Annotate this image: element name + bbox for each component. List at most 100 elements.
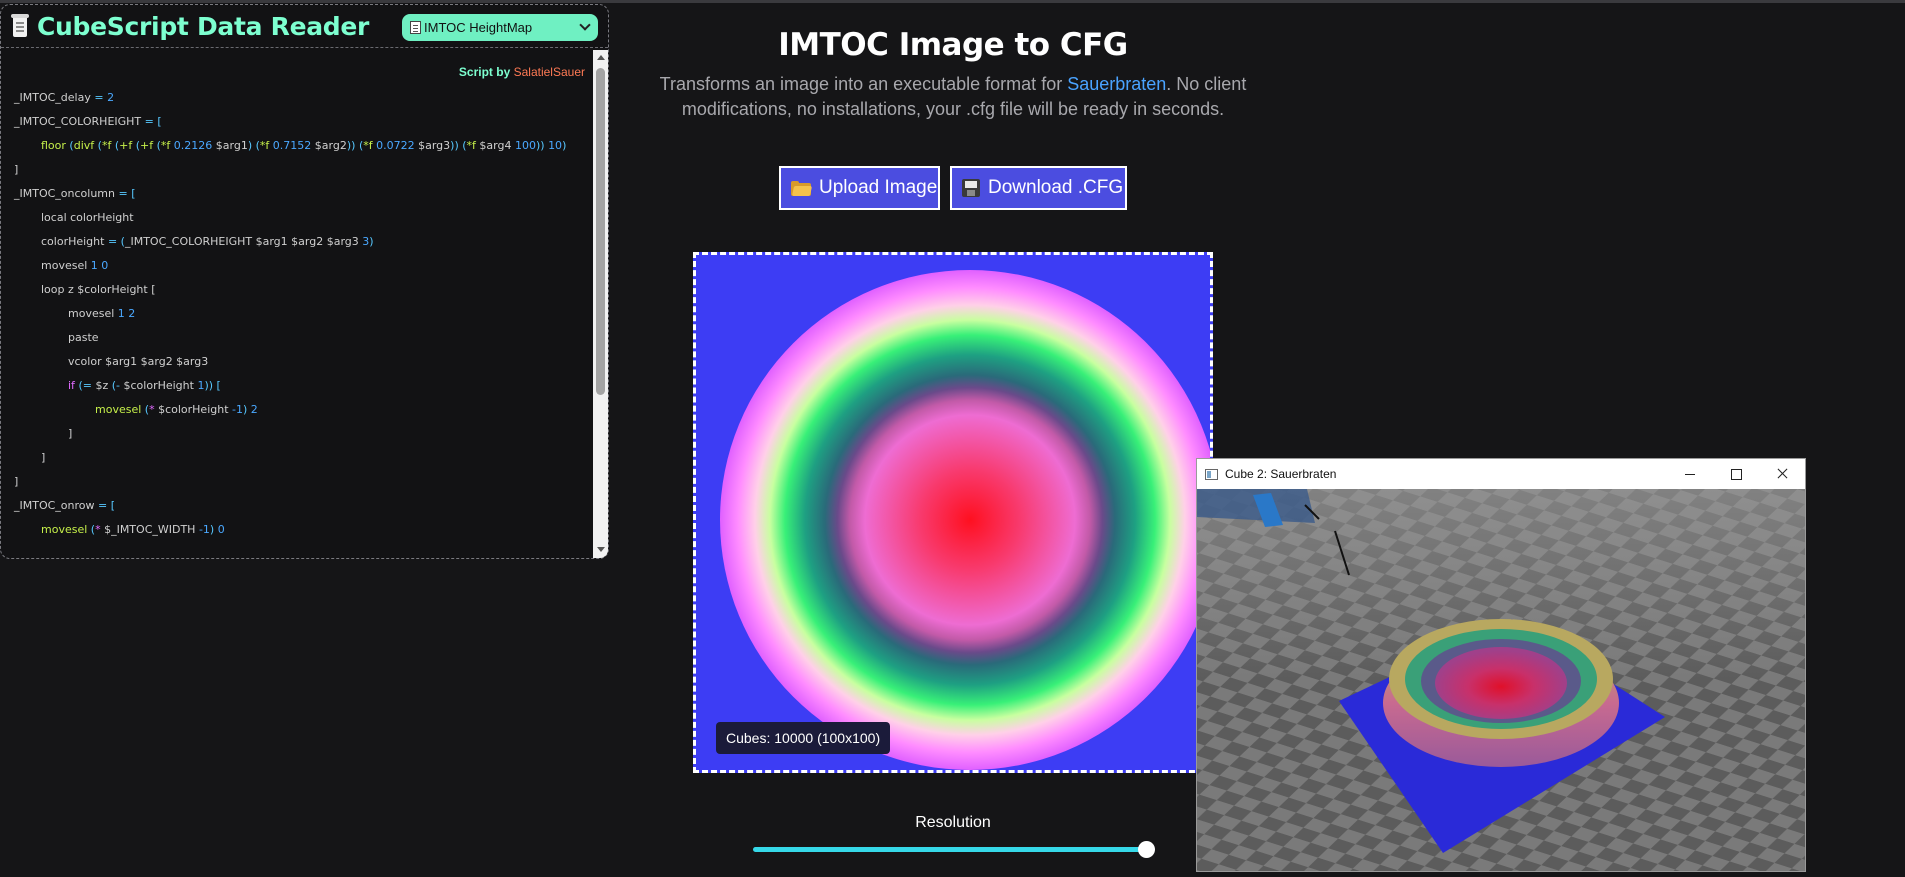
credit-author-link[interactable]: SalatielSauer <box>513 65 585 79</box>
code-token: movesel <box>41 259 91 272</box>
code-token: - <box>116 379 124 392</box>
sauerbraten-game-window[interactable]: Cube 2: Sauerbraten <box>1196 458 1806 872</box>
resolution-slider[interactable] <box>753 847 1146 852</box>
code-token: $colorHeight <box>158 403 233 416</box>
code-token: = <box>94 91 108 104</box>
code-token: 2 <box>250 403 258 416</box>
code-token: ( <box>111 379 117 392</box>
code-token: ( <box>156 139 161 152</box>
page-subtitle: Transforms an image into an executable f… <box>653 72 1253 122</box>
code-token: ] <box>14 475 19 488</box>
code-token: ) <box>209 523 218 536</box>
code-token: $_IMTOC_WIDTH <box>104 523 199 536</box>
code-line: ] <box>14 422 566 446</box>
script-credit: Script by SalatielSauer <box>459 65 585 79</box>
download-cfg-button[interactable]: Download .CFG <box>950 166 1127 210</box>
code-token: _IMTOC_onrow <box>14 499 98 512</box>
upload-image-button[interactable]: Upload Image <box>779 166 940 210</box>
code-token: *f <box>160 139 174 152</box>
code-token: 0.7152 <box>272 139 315 152</box>
code-line: _IMTOC_delay = 2 <box>14 86 566 110</box>
minimize-icon[interactable] <box>1667 459 1713 489</box>
code-token: -1 <box>198 523 210 536</box>
sauerbraten-link[interactable]: Sauerbraten <box>1067 74 1167 94</box>
scroll-thumb[interactable] <box>596 68 605 395</box>
code-token: movesel <box>68 307 118 320</box>
resolution-slider-thumb[interactable] <box>1137 841 1155 858</box>
code-token: = ( <box>107 235 125 248</box>
code-line: movesel (* $_IMTOC_WIDTH -1) 0 <box>14 518 566 542</box>
cube-count-badge: Cubes: 10000 (100x100) <box>716 722 891 754</box>
code-line: movesel 1 2 <box>14 302 566 326</box>
window-app-icon <box>1205 468 1218 480</box>
code-viewer[interactable]: Script by SalatielSauer _IMTOC_delay = 2… <box>1 50 593 555</box>
code-token: _IMTOC_COLORHEIGHT $arg1 $arg2 $arg3 <box>124 235 363 248</box>
code-token: vcolor $arg1 $arg2 $arg3 <box>68 355 209 368</box>
game-viewport[interactable] <box>1197 489 1805 871</box>
code-line: movesel 1 0 <box>14 254 566 278</box>
code-token: = [ <box>144 115 162 128</box>
game-scene <box>1197 489 1805 871</box>
code-token: 1 <box>197 379 205 392</box>
code-line: local colorHeight <box>14 206 566 230</box>
script-select[interactable]: IMTOC HeightMap <box>402 14 598 41</box>
code-line: if (= $z (- $colorHeight 1)) [ <box>14 374 566 398</box>
heightmap-preview-image <box>720 270 1210 770</box>
code-token: 3 <box>362 235 370 248</box>
code-token: ) ( <box>247 139 260 152</box>
code-token: = <box>82 379 96 392</box>
code-token: +f <box>119 139 136 152</box>
code-token: $arg2 <box>314 139 347 152</box>
code-token: loop z $colorHeight [ <box>41 283 156 296</box>
image-preview-dropzone[interactable]: Cubes: 10000 (100x100) <box>693 252 1213 773</box>
code-token: * <box>95 523 105 536</box>
code-token: $arg1 <box>215 139 248 152</box>
code-token: ( <box>135 139 140 152</box>
credit-prefix: Script by <box>458 65 511 79</box>
close-icon[interactable] <box>1759 459 1805 489</box>
cubescript-reader-panel: CubeScript Data Reader IMTOC HeightMap S… <box>0 4 609 559</box>
code-line: _IMTOC_onrow = [ <box>14 494 566 518</box>
code-token: )) ( <box>450 139 467 152</box>
scroll-down-arrow-icon[interactable] <box>597 547 605 552</box>
code-token: * <box>149 403 159 416</box>
code-line: ] <box>14 470 566 494</box>
code-token: -1 <box>232 403 243 416</box>
code-token: = [ <box>98 499 116 512</box>
code-token: $z <box>95 379 112 392</box>
code-token: $colorHeight <box>123 379 198 392</box>
code-token: 10 <box>548 139 563 152</box>
code-token: _IMTOC_oncolumn <box>14 187 119 200</box>
code-token: $arg3 <box>418 139 451 152</box>
code-token: _IMTOC_COLORHEIGHT <box>14 115 145 128</box>
code-token: ( <box>78 379 83 392</box>
code-token: )) [ <box>204 379 221 392</box>
code-token: ) <box>243 403 251 416</box>
code-scrollbar[interactable] <box>593 50 608 558</box>
code-token: 1 2 <box>117 307 136 320</box>
game-window-title: Cube 2: Sauerbraten <box>1225 467 1337 481</box>
code-line: movesel (* $colorHeight -1) 2 <box>14 398 566 422</box>
code-line: _IMTOC_COLORHEIGHT = [ <box>14 110 566 134</box>
code-token: ( <box>69 139 74 152</box>
code-token: ) <box>562 139 567 152</box>
code-token: ( <box>97 139 102 152</box>
code-token: ( <box>90 523 96 536</box>
code-token: ( <box>114 139 120 152</box>
code-token: *f <box>259 139 273 152</box>
maximize-icon[interactable] <box>1713 459 1759 489</box>
code-line: paste <box>14 326 566 350</box>
code-token: 1 0 <box>90 259 109 272</box>
reader-header: CubeScript Data Reader IMTOC HeightMap <box>1 5 608 48</box>
game-window-titlebar[interactable]: Cube 2: Sauerbraten <box>1197 459 1805 489</box>
code-token: floor <box>41 139 70 152</box>
subtitle-text-end: . No client modifications, no installati… <box>681 74 1247 119</box>
code-line: loop z $colorHeight [ <box>14 278 566 302</box>
code-token: )) ( <box>346 139 364 152</box>
code-token: movesel <box>41 523 91 536</box>
folder-icon <box>791 180 813 196</box>
scroll-up-arrow-icon[interactable] <box>597 55 605 60</box>
code-token: 100 <box>514 139 536 152</box>
code-token: movesel <box>95 403 145 416</box>
code-token: local colorHeight <box>41 211 134 224</box>
